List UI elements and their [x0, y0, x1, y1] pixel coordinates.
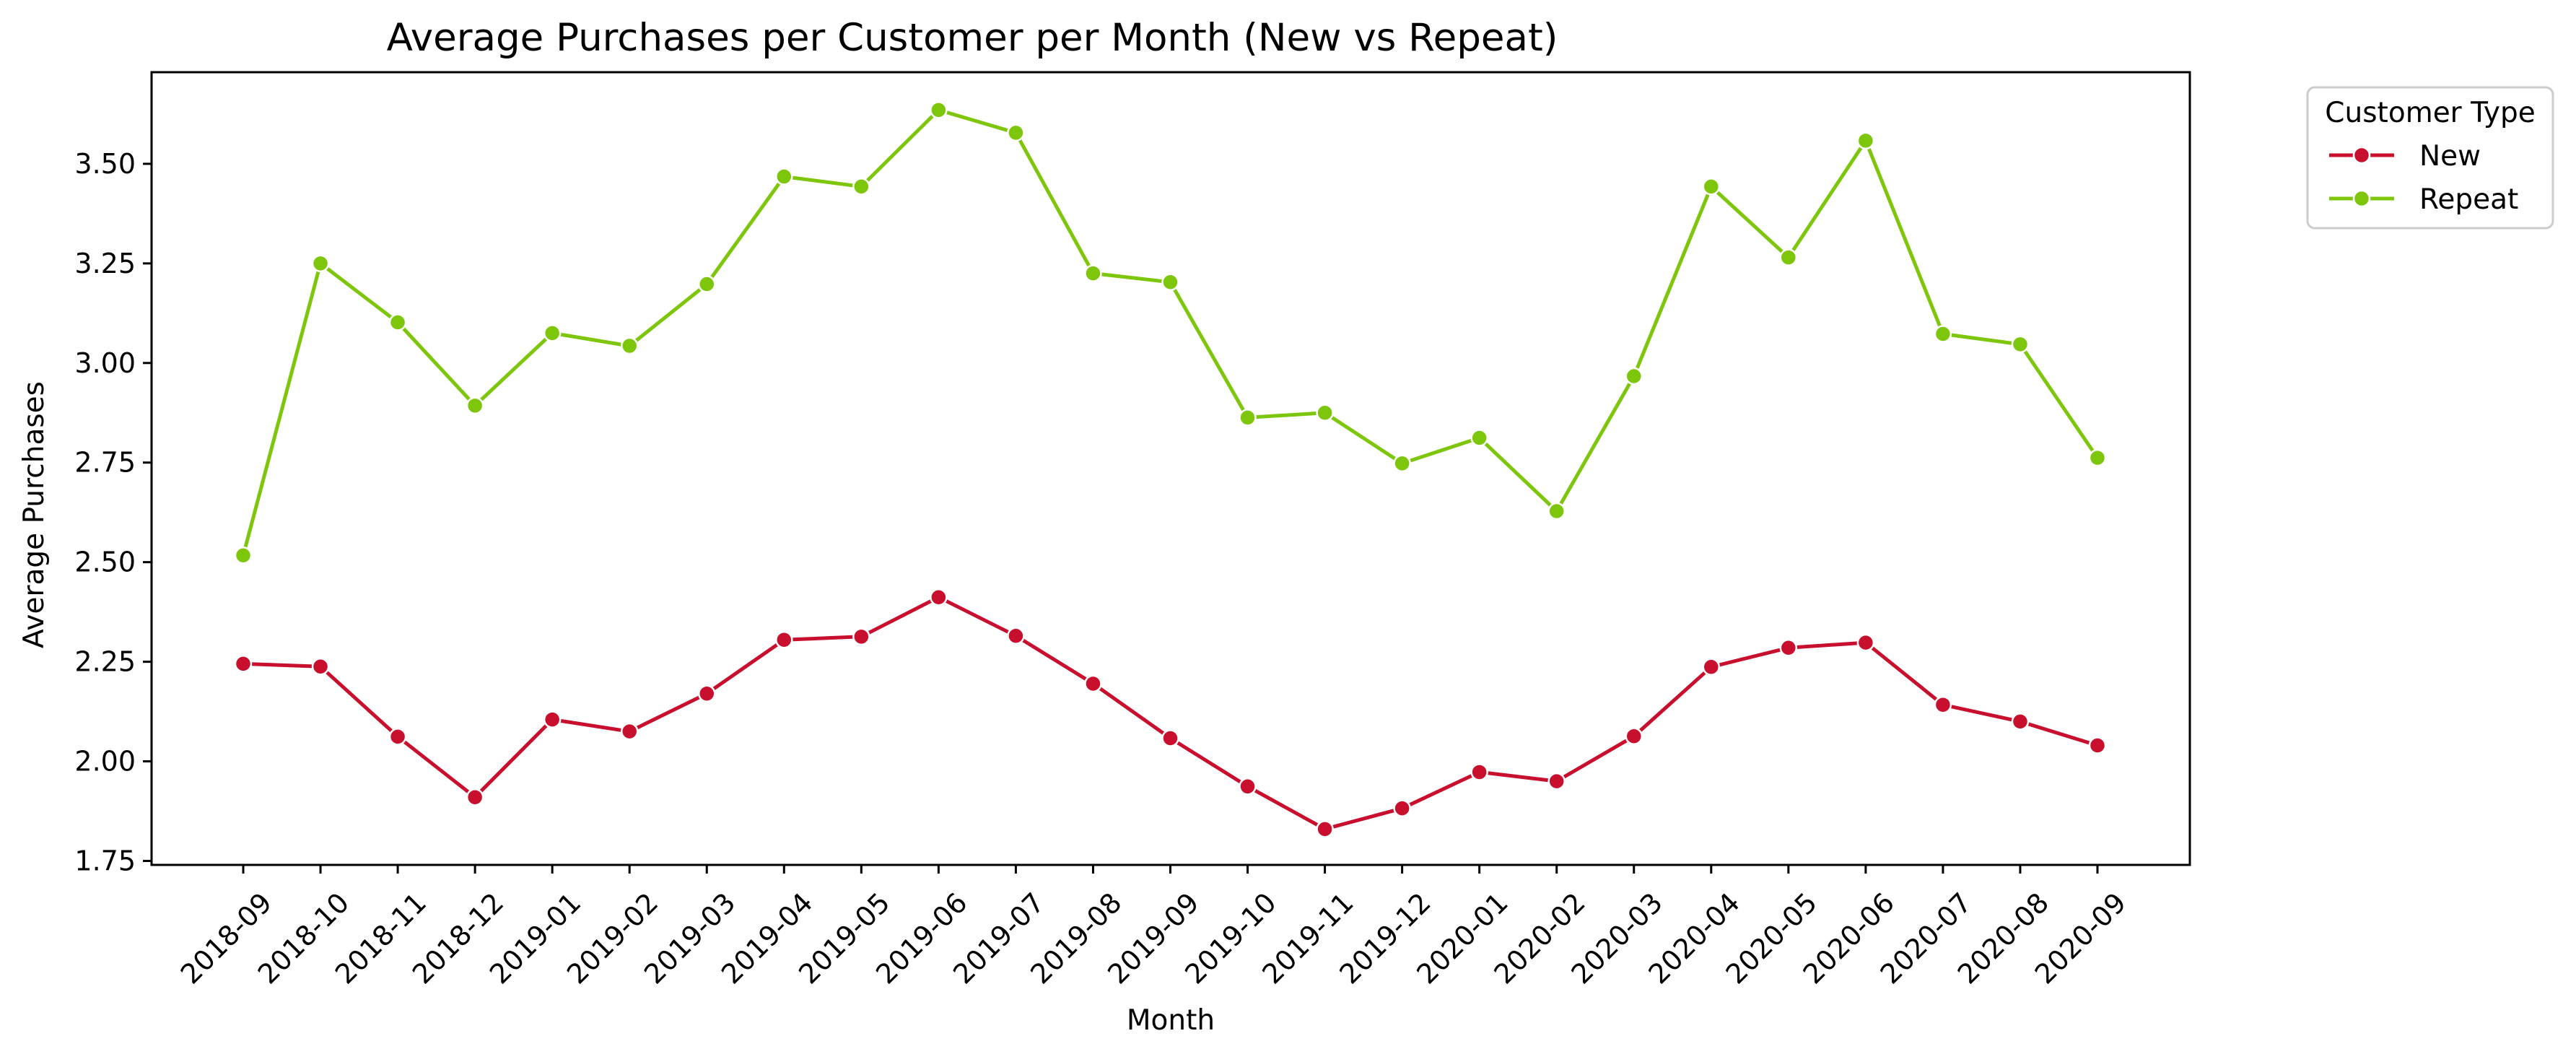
data-point: [1316, 404, 1334, 422]
y-tick-label: 1.75: [74, 845, 136, 876]
data-point: [1856, 131, 1875, 150]
data-point: [1470, 763, 1488, 781]
data-point: [775, 167, 793, 186]
y-tick-label: 2.00: [74, 746, 136, 778]
data-point: [1779, 248, 1798, 266]
y-tick-label: 2.75: [74, 447, 136, 479]
data-point: [930, 588, 948, 606]
data-point: [543, 710, 562, 728]
data-point: [852, 178, 870, 196]
data-point: [311, 657, 330, 676]
data-point: [1702, 178, 1721, 196]
data-point: [388, 728, 407, 746]
data-point: [1161, 273, 1179, 292]
data-point: [1702, 658, 1721, 676]
data-point: [1084, 264, 1102, 282]
y-tick-label: 3.00: [74, 347, 136, 379]
x-axis-label: Month: [1127, 1004, 1215, 1037]
data-point: [852, 627, 870, 646]
data-point: [1084, 674, 1102, 693]
data-point: [620, 722, 639, 741]
data-point: [234, 547, 253, 565]
data-point: [234, 655, 253, 673]
data-point: [2088, 448, 2107, 467]
data-point: [2011, 713, 2030, 731]
data-point: [543, 324, 562, 342]
y-tick-label: 3.25: [74, 248, 136, 279]
data-point: [466, 396, 484, 415]
legend-marker: [2352, 189, 2371, 208]
data-point: [1007, 627, 1025, 645]
chart-title: Average Purchases per Customer per Month…: [387, 16, 1558, 60]
legend-label: New: [2419, 140, 2481, 173]
data-point: [1856, 633, 1875, 652]
data-point: [698, 275, 716, 293]
data-point: [620, 336, 639, 355]
data-point: [1239, 778, 1257, 796]
data-point: [466, 788, 484, 806]
legend-box: [2306, 86, 2554, 230]
data-point: [1779, 639, 1798, 657]
data-point: [2088, 736, 2107, 754]
y-tick-label: 3.50: [74, 148, 136, 180]
legend-title: Customer Type: [2325, 97, 2535, 129]
y-tick-label: 2.50: [74, 547, 136, 578]
data-point: [930, 101, 948, 119]
series-new: [234, 588, 2107, 838]
data-point: [1547, 502, 1566, 521]
data-point: [1470, 429, 1488, 447]
data-point: [1625, 727, 1643, 746]
legend-marker: [2352, 146, 2371, 165]
data-point: [2011, 335, 2030, 354]
data-point: [388, 313, 407, 331]
data-point: [698, 684, 716, 702]
data-point: [1393, 454, 1411, 473]
legend-items: New Repeat: [2329, 140, 2518, 216]
legend-label: Repeat: [2419, 183, 2518, 216]
data-point: [1316, 820, 1334, 838]
data-point: [1625, 367, 1643, 386]
data-point: [1934, 695, 1952, 714]
data-point: [1239, 409, 1257, 427]
data-point: [1007, 123, 1025, 142]
data-point: [311, 254, 330, 273]
series-repeat: [234, 101, 2107, 565]
data-point: [1934, 325, 1952, 343]
legend: Customer Type New Repeat: [2306, 86, 2554, 230]
data-point: [1547, 772, 1566, 791]
data-point: [1161, 729, 1179, 747]
y-tick-label: 2.25: [74, 646, 136, 678]
y-axis-label: Average Purchases: [18, 381, 51, 648]
data-point: [1393, 799, 1411, 817]
data-point: [775, 631, 793, 649]
